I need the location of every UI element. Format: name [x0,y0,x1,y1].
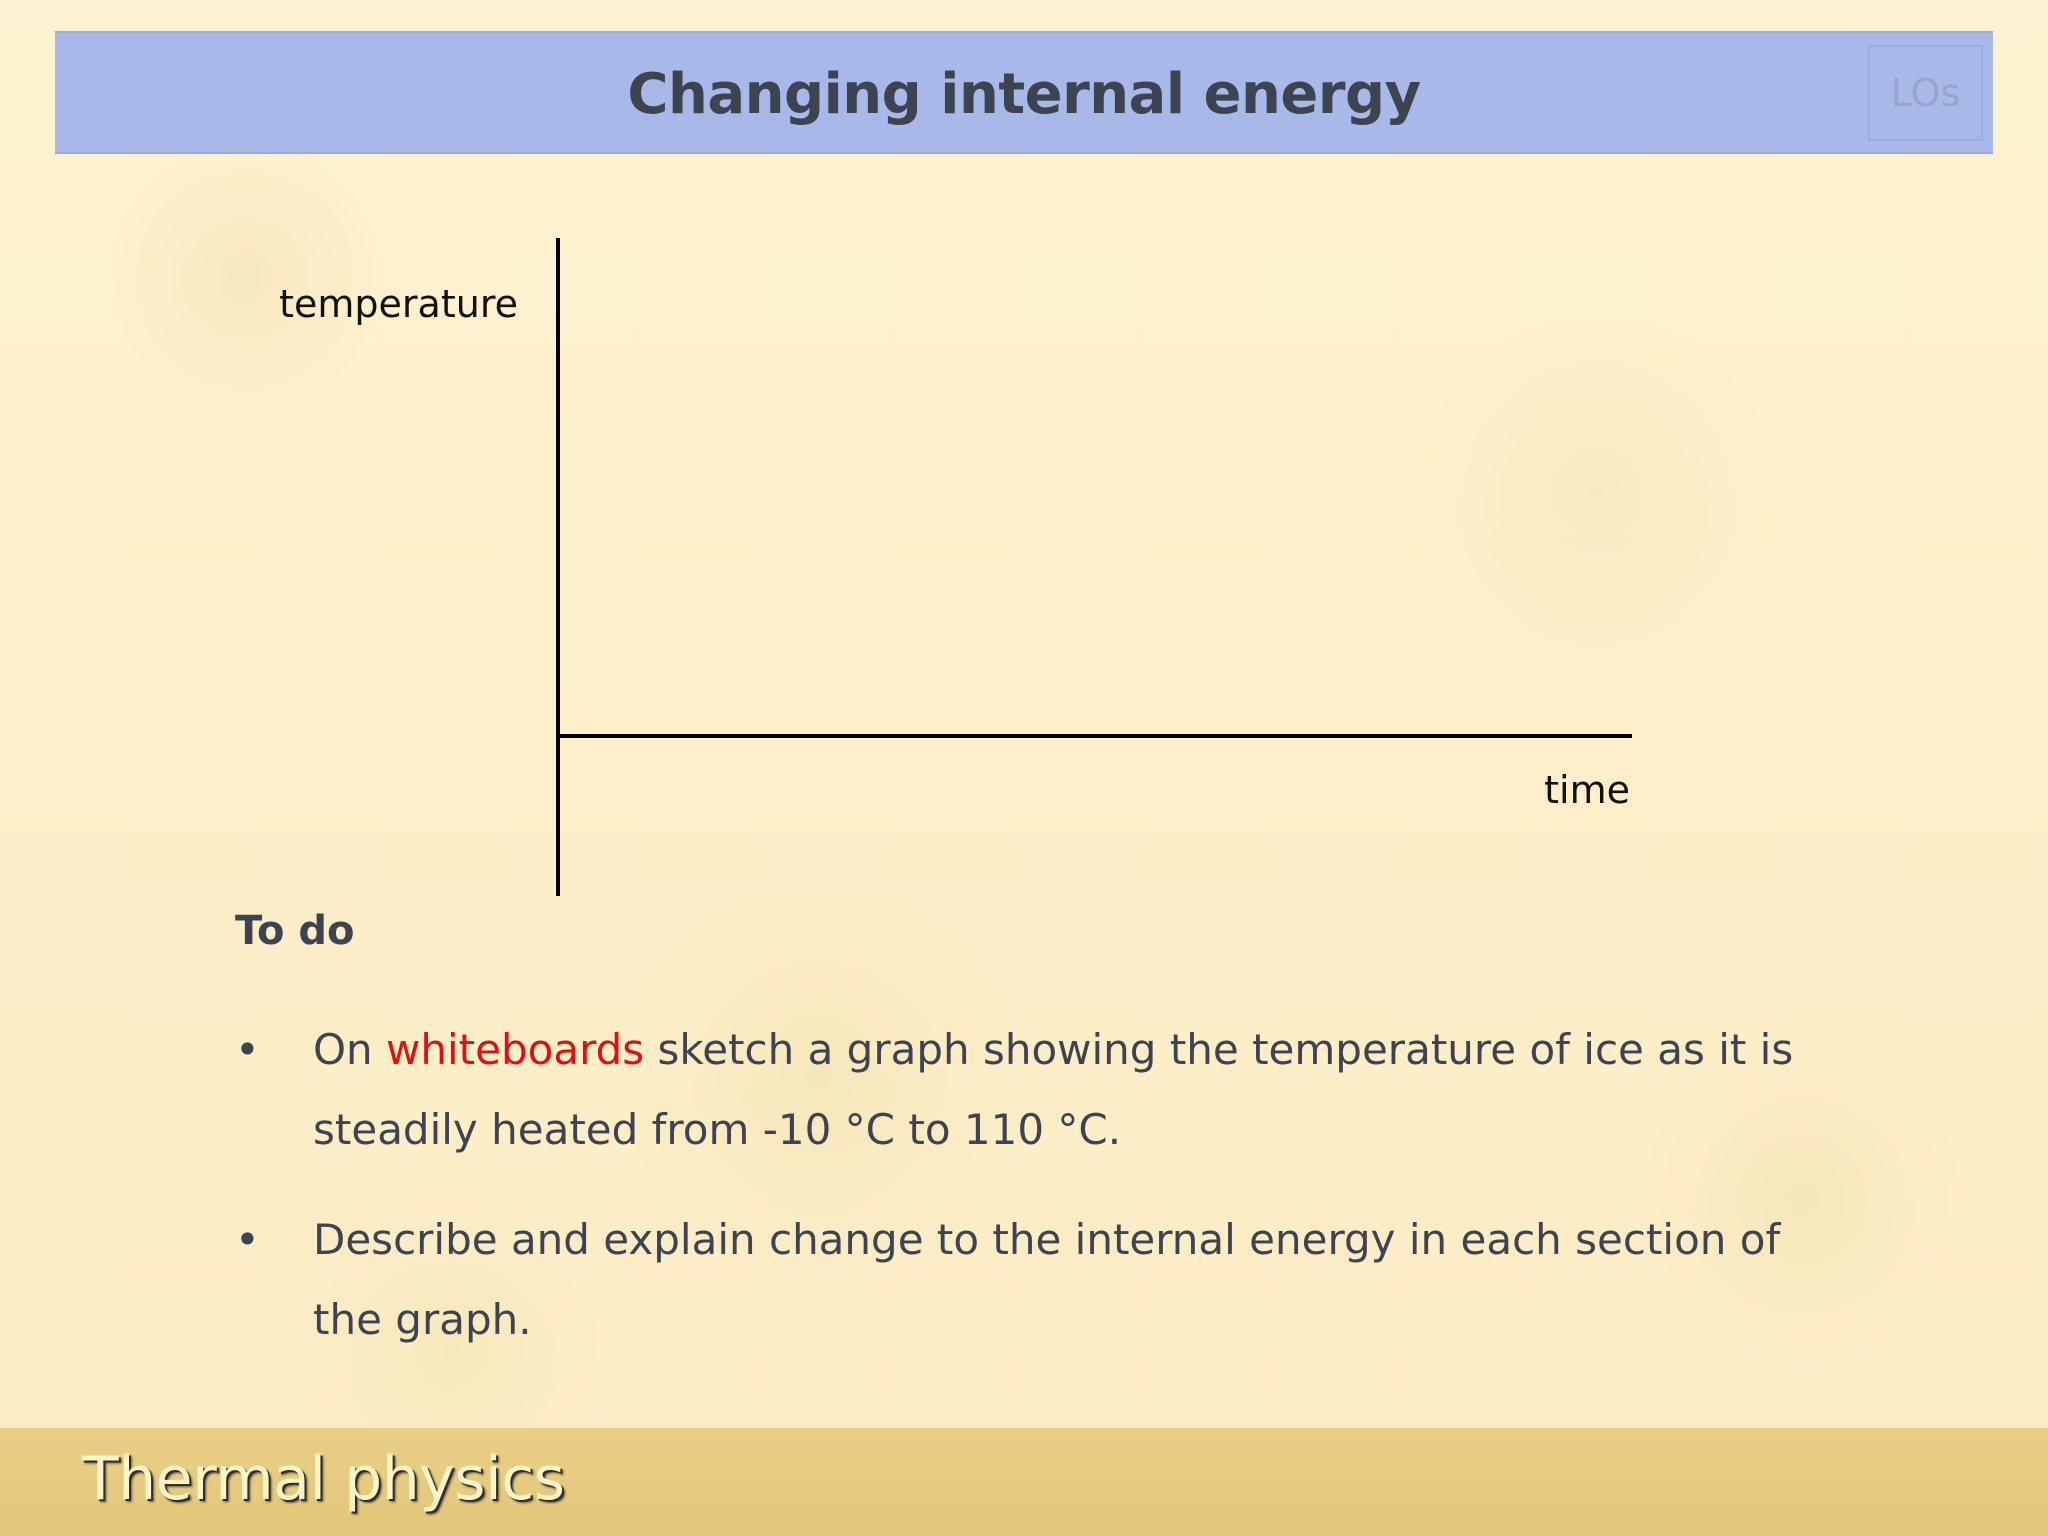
todo-item-text-end: sketch a graph showing the temperature o… [313,1025,1794,1154]
footer-topic-label: Thermal physics [82,1444,565,1514]
todo-item-text: Describe and explain change to the inter… [313,1215,1781,1344]
title-banner: Changing internal energy LOs [55,31,1993,154]
bullet-icon: • [235,1025,260,1074]
todo-heading: To do [235,908,355,954]
los-link-button[interactable]: LOs [1868,45,1983,141]
y-axis-label: temperature [279,282,518,326]
x-axis-label: time [1544,768,1630,812]
todo-item-text-start: On [313,1025,387,1074]
slide-title: Changing internal energy [627,62,1421,127]
footer-band [0,1428,2048,1536]
whiteboards-highlight: whiteboards [386,1025,645,1074]
todo-list: • On whiteboards sketch a graph showing … [235,1010,1795,1390]
bullet-icon: • [235,1215,260,1264]
todo-item-explain: • Describe and explain change to the int… [235,1200,1795,1360]
todo-item-sketch: • On whiteboards sketch a graph showing … [235,1010,1795,1170]
